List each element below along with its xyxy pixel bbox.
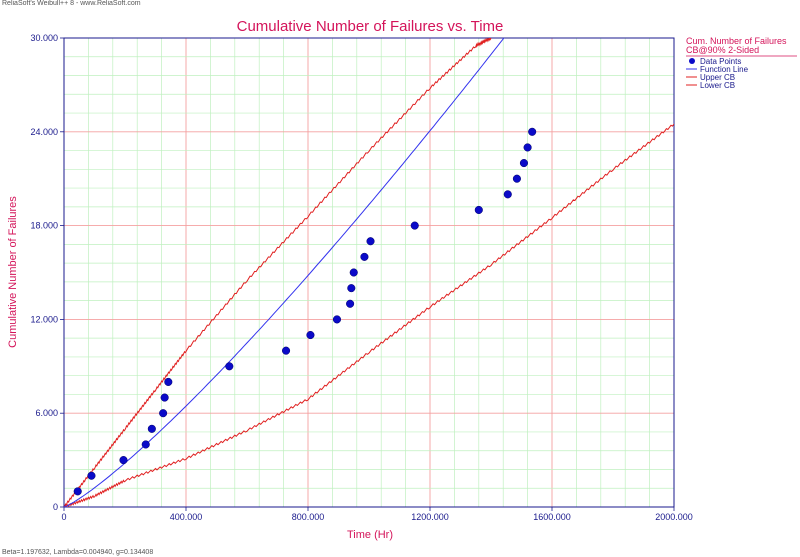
function-line [64,38,505,507]
data-point [523,143,532,152]
data-point [474,205,483,215]
y-tick-label: 6.000 [35,408,58,418]
x-tick-label: 1600.000 [533,512,571,522]
data-point [503,190,512,199]
legend: Cum. Number of Failures CB@90% 2-Sided D… [686,36,797,90]
x-tick-label: 400.000 [170,512,203,522]
data-point [347,284,356,293]
data-point [225,362,234,371]
data-point [147,424,156,433]
y-tick-label: 30.000 [30,33,58,43]
data-point [141,440,150,449]
point-layer [73,127,537,496]
data-point [164,377,173,386]
legend-title-line-1: Cum. Number of Failures [686,36,787,46]
legend-label-lower-cb: Lower CB [700,81,735,90]
y-tick-label: 24.000 [30,127,58,137]
x-tick-label: 2000.000 [655,512,693,522]
data-point [306,330,315,340]
data-point [349,268,358,277]
y-tick-label: 18.000 [30,221,58,231]
data-point [73,487,82,496]
x-axis-title: Time (Hr) [347,529,393,541]
legend-marker-data-points [689,58,695,64]
data-point [410,221,419,230]
data-point [281,346,291,355]
y-tick-label: 0 [53,502,58,512]
curve-layer [64,38,674,507]
legend-label-upper-cb: Upper CB [700,73,735,82]
legend-title-line-2: CB@90% 2-Sided [686,45,759,55]
y-tick-label: 12.000 [30,314,58,324]
data-point [332,315,342,324]
y-axis-title: Cumulative Number of Failures [7,196,19,348]
legend-label-data-points: Data Points [700,57,741,66]
data-point [519,159,528,168]
plot-frame [63,37,675,508]
data-point [528,127,537,136]
x-tick-label: 1200.000 [411,512,449,522]
tick-layer: 0 400.000 800.000 1200.000 1600.000 2000.000 0… [30,33,692,522]
data-point [160,393,169,402]
data-point [119,456,128,465]
app-header-text: ReliaSoft's Weibull++ 8 - www.ReliaSoft.… [2,0,141,7]
grid-layer [63,37,675,508]
parameter-footer-text: Beta=1.197632, Lambda=0.004940, g=0.1344… [2,549,154,556]
chart-title: Cumulative Number of Failures vs. Time [237,18,504,35]
x-tick-label: 0 [61,512,66,522]
data-point [159,409,168,418]
data-point [366,237,375,246]
legend-label-function-line: Function Line [700,65,749,74]
upper-cb-line [64,38,492,507]
data-point [360,252,369,261]
x-tick-label: 800.000 [292,512,325,522]
lower-cb-line [64,123,674,507]
data-point [87,471,96,480]
data-point [346,299,355,308]
data-point [512,174,521,183]
